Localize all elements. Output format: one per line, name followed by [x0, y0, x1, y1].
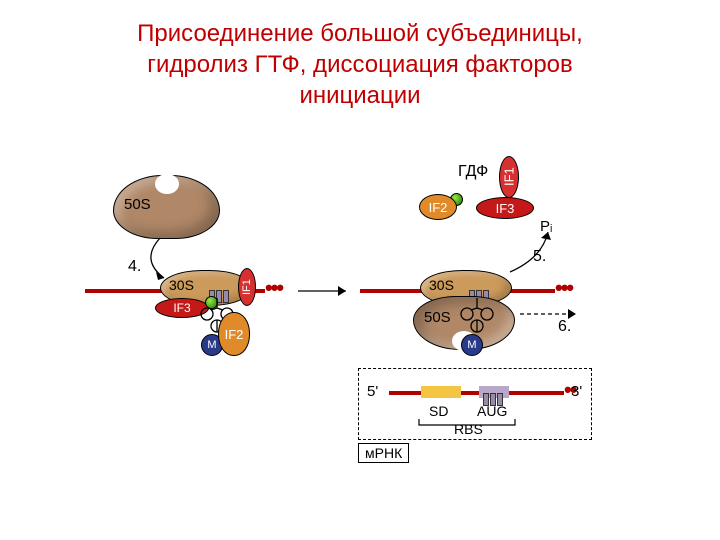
step4-label: 4.: [128, 258, 141, 276]
arrow-step6: [518, 306, 588, 322]
s50-bound-label: 50S: [424, 309, 451, 326]
diagram-title: Присоединение большой субъединицы, гидро…: [0, 0, 720, 112]
five-prime-label: 5': [367, 383, 378, 400]
if2-released: IF2: [419, 194, 457, 220]
if3-released: IF3: [476, 197, 534, 219]
mrna-boxline: [389, 391, 564, 395]
three-prime-label: 3': [571, 383, 582, 400]
mrna-right-dots: •••: [555, 286, 572, 290]
mrna-left-dots: •••: [265, 286, 282, 290]
gdp-label: ГДФ: [458, 163, 488, 181]
sd-region: [421, 386, 461, 398]
if1-left: IF1: [238, 268, 256, 306]
mrna-schematic-box: 5' •• 3' SD AUG RBS: [358, 368, 592, 440]
mrna-label-box: мРНК: [358, 443, 409, 463]
if2-left: IF2: [218, 312, 250, 356]
m-circle-right: M: [461, 334, 483, 356]
diagram-stage: ГДФ IF1 IF2 IF3 Pᵢ 50S 4. ••• 30S IF1 IF…: [0, 150, 720, 530]
step6-label: 6.: [558, 318, 571, 336]
arrow-left-right: [296, 282, 356, 300]
rbs-label: RBS: [454, 421, 483, 437]
if1-released: IF1: [499, 156, 519, 198]
step5-label: 5.: [533, 248, 546, 266]
